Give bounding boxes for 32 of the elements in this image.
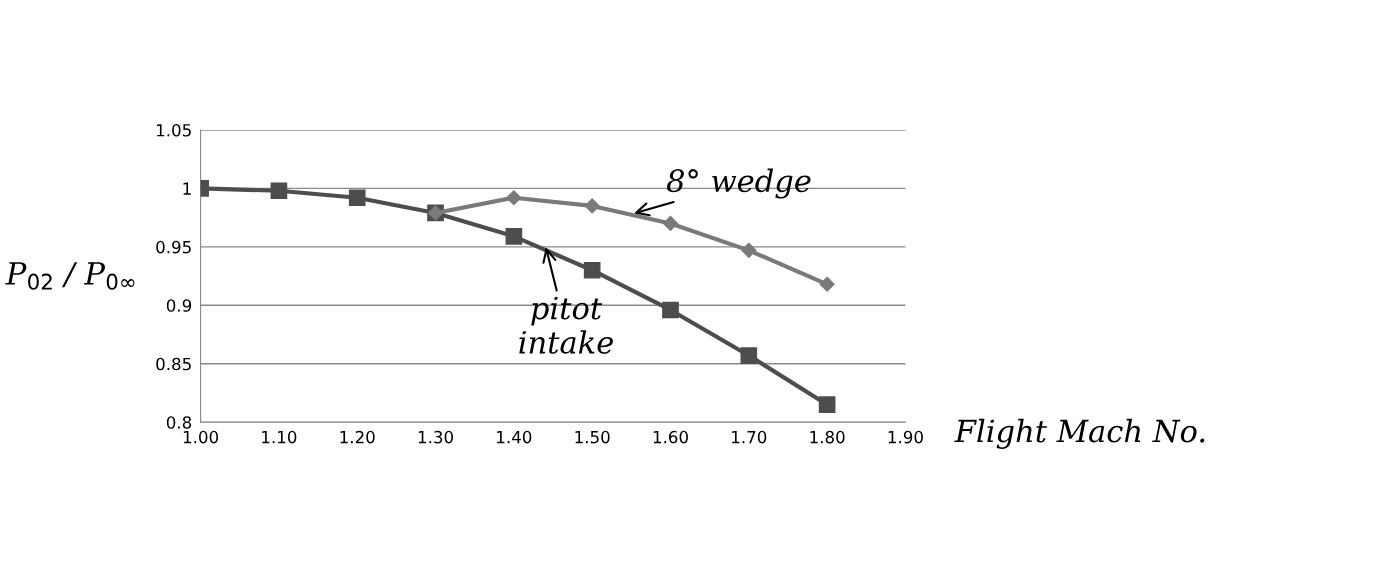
y-tick-label: 0.9: [166, 299, 192, 312]
point: [505, 227, 523, 245]
point: [741, 242, 757, 258]
y-tick-label: 1: [183, 182, 191, 195]
point: [819, 276, 835, 292]
annotation: pitot intake: [519, 296, 613, 354]
point: [740, 347, 758, 364]
point: [583, 261, 601, 279]
x-tick-label: 1.40: [497, 430, 532, 444]
annotation: 8° wedge: [666, 168, 811, 199]
y-tick-label: 0.95: [156, 240, 191, 254]
y-tick-label: 0.85: [156, 357, 191, 371]
point: [662, 215, 679, 232]
x-tick-label: 1.60: [653, 430, 688, 444]
point: [348, 189, 366, 207]
x-tick-label: 1.50: [575, 430, 610, 444]
x-tick-label: 1.30: [418, 430, 453, 444]
point: [506, 190, 522, 206]
x-tick-label: 1.00: [183, 430, 219, 444]
x-tick-label: 1.20: [340, 430, 375, 444]
x-tick-label: 1.90: [888, 430, 923, 444]
x-tick-label: 1.10: [262, 430, 297, 444]
x-axis-title: Flight Mach No.: [954, 418, 1205, 449]
y-tick-label: 0.8: [166, 416, 192, 429]
x-tick-label: 1.70: [732, 430, 767, 444]
point: [662, 301, 679, 319]
y-axis-title: P$_{02}$ / P$_{0∞}$: [5, 262, 135, 290]
point: [270, 182, 288, 200]
point: [818, 396, 836, 413]
y-tick-label: 1.05: [156, 123, 191, 137]
x-tick-label: 1.80: [810, 430, 845, 444]
point: [584, 198, 600, 214]
